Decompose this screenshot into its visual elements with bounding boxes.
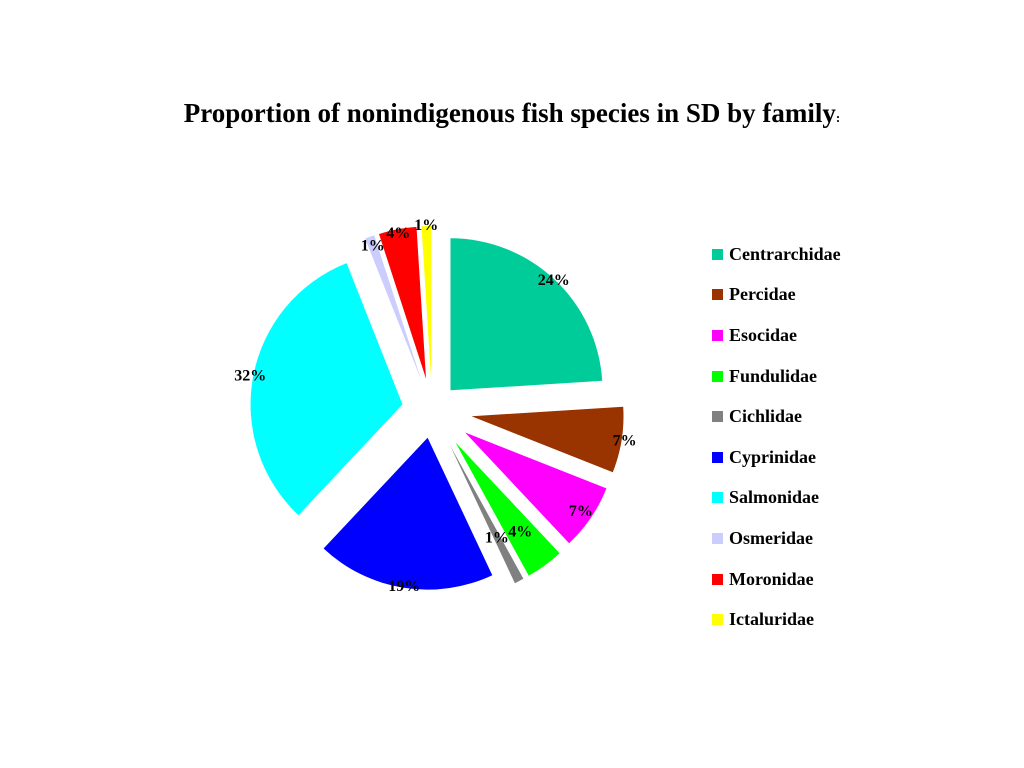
chart-title-suffix: : xyxy=(835,110,841,125)
legend-label: Cichlidae xyxy=(729,406,803,427)
legend-label: Salmonidae xyxy=(729,487,820,508)
data-label-centrarchidae: 24% xyxy=(538,272,570,289)
legend-item-cyprinidae: Cyprinidae xyxy=(712,437,841,478)
legend-swatch xyxy=(712,573,723,585)
legend-swatch xyxy=(712,370,723,382)
data-label-percidae: 7% xyxy=(613,433,637,450)
legend-label: Esocidae xyxy=(729,324,798,345)
legend-item-fundulidae: Fundulidae xyxy=(712,356,841,397)
legend-swatch xyxy=(712,451,723,463)
pie-slice-moronidae xyxy=(379,226,426,379)
data-label-moronidae: 4% xyxy=(386,225,410,242)
data-label-ictaluridae: 1% xyxy=(414,217,438,234)
legend-swatch xyxy=(712,532,723,544)
legend-label: Osmeridae xyxy=(729,527,813,548)
legend-swatch xyxy=(712,329,723,341)
legend-item-esocidae: Esocidae xyxy=(712,315,841,356)
legend-label: Ictaluridae xyxy=(729,609,814,630)
chart-title: Proportion of nonindigenous fish species… xyxy=(0,98,1024,129)
pie-slice-salmonidae xyxy=(250,263,403,516)
pie-slice-cyprinidae xyxy=(323,437,493,590)
legend-item-salmonidae: Salmonidae xyxy=(712,478,841,519)
legend-item-percidae: Percidae xyxy=(712,275,841,316)
legend-swatch xyxy=(712,492,723,504)
pie-slice-esocidae xyxy=(465,432,607,544)
legend-item-centrarchidae: Centrarchidae xyxy=(712,234,841,275)
pie-slice-cichlidae xyxy=(450,445,524,584)
legend-label: Cyprinidae xyxy=(729,446,817,467)
legend-swatch xyxy=(712,289,723,301)
data-label-cichlidae: 1% xyxy=(485,529,509,546)
legend-label: Percidae xyxy=(729,284,796,305)
pie-slice-osmeridae xyxy=(365,235,422,380)
data-label-esocidae: 7% xyxy=(569,503,593,520)
pie-slice-percidae xyxy=(471,406,624,473)
legend-item-cichlidae: Cichlidae xyxy=(712,396,841,437)
legend-item-moronidae: Moronidae xyxy=(712,559,841,600)
legend-swatch xyxy=(712,614,723,626)
legend-label: Centrarchidae xyxy=(729,243,841,264)
legend-item-ictaluridae: Ictaluridae xyxy=(712,599,841,640)
legend: Centrarchidae Percidae Esocidae Fundulidae C… xyxy=(712,234,841,640)
pie-slice-ictaluridae xyxy=(421,226,431,378)
pie-slice-centrarchidae xyxy=(450,238,603,391)
data-label-fundulidae: 4% xyxy=(508,523,532,540)
legend-label: Moronidae xyxy=(729,568,814,589)
data-label-cyprinidae: 19% xyxy=(388,578,420,595)
legend-label: Fundulidae xyxy=(729,365,818,386)
chart-title-text: Proportion of nonindigenous fish species… xyxy=(183,98,836,128)
data-label-salmonidae: 32% xyxy=(234,367,266,384)
legend-swatch xyxy=(712,248,723,260)
data-label-osmeridae: 1% xyxy=(361,237,385,254)
legend-item-osmeridae: Osmeridae xyxy=(712,518,841,559)
pie-slice-fundulidae xyxy=(455,442,560,576)
legend-swatch xyxy=(712,411,723,423)
